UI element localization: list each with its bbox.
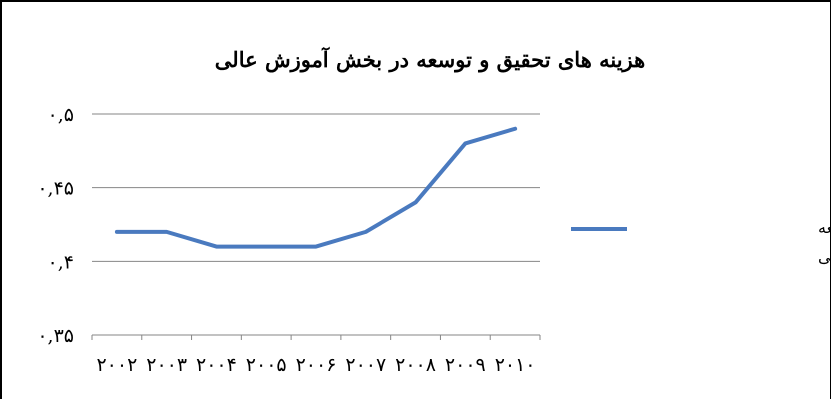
series-group: [114, 126, 518, 249]
legend: هزینه های تحقیق و توسعه در بخش آموزش عال…: [571, 218, 831, 266]
y-tick-label: ۰,۳۵: [37, 325, 74, 347]
y-axis-ticks: ۰,۵ ۰,۴۵ ۰,۴ ۰,۳۵: [37, 104, 74, 347]
legend-label-line-2: در بخش آموزش عالی: [818, 246, 831, 266]
gridlines: [92, 113, 540, 336]
x-tick-label: ۲۰۰۹: [445, 354, 486, 376]
legend-label-line-1: هزینه های تحقیق و توسعه: [818, 218, 831, 237]
x-tick-label: ۲۰۰۲: [96, 354, 137, 376]
chart-title: هزینه های تحقیق و توسعه در بخش آموزش عال…: [215, 46, 645, 73]
x-tick-label: ۲۰۰۳: [146, 354, 187, 376]
x-axis: ۲۰۰۲ ۲۰۰۳ ۲۰۰۴ ۲۰۰۵ ۲۰۰۶ ۲۰۰۷ ۲۰۰۸ ۲۰۰۹ ۲۰۱۰: [91, 334, 541, 376]
y-tick-label: ۰,۴: [48, 251, 74, 273]
y-tick-label: ۰,۴۵: [37, 178, 74, 200]
x-tick-label: ۲۰۰۶: [296, 354, 337, 376]
x-tick-label: ۲۰۰۸: [395, 354, 436, 376]
x-tick-label: ۲۰۰۷: [345, 354, 386, 376]
y-tick-label: ۰,۵: [48, 104, 74, 126]
x-tick-label: ۲۰۱۰: [495, 354, 536, 376]
x-tick-label: ۲۰۰۵: [246, 354, 287, 376]
x-tick-label: ۲۰۰۴: [196, 354, 237, 376]
